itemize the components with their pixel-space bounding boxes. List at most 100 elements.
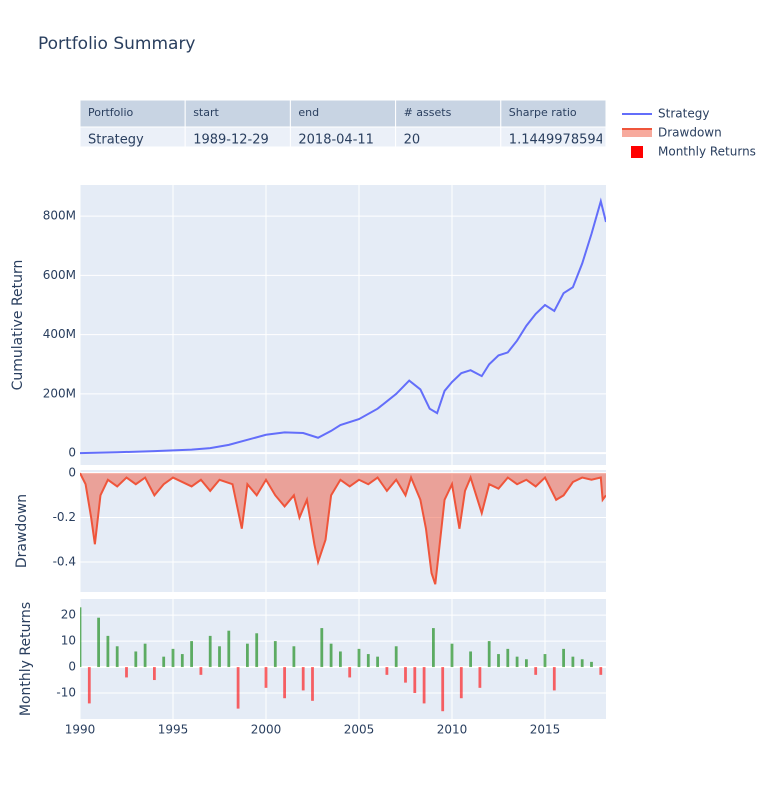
bar [506, 648, 510, 668]
x-tick-label: 2000 [251, 723, 282, 737]
bar [497, 654, 500, 668]
bar [339, 651, 342, 668]
bar [162, 656, 166, 668]
bar [264, 667, 268, 688]
x-tick-label: 2015 [530, 723, 561, 737]
legend-label: Strategy [658, 107, 709, 121]
bar [450, 643, 454, 668]
legend-label: Monthly Returns [658, 145, 756, 159]
y-tick-label: 400M [43, 327, 76, 341]
bar [329, 643, 333, 668]
bar [571, 656, 575, 668]
bar [348, 667, 352, 678]
bar [153, 667, 156, 681]
y-tick-label: 800M [43, 209, 76, 223]
table-header-cell [79, 99, 186, 128]
y-tick-label: 10 [61, 634, 76, 648]
bar [534, 667, 538, 675]
y-tick-label: 0 [68, 466, 76, 480]
x-tick-label: 1995 [158, 723, 189, 737]
bar [394, 646, 398, 668]
x-tick-label: 2005 [344, 723, 375, 737]
bar [320, 628, 324, 668]
bar [469, 651, 472, 668]
plot-area [80, 185, 606, 465]
bar [413, 667, 417, 694]
bar [301, 667, 305, 691]
table-cell-text: 1989-12-29 [193, 133, 269, 148]
table-header-text: # assets [404, 106, 452, 119]
bar [97, 617, 100, 668]
table-cell-text: 1.144997859412 [509, 133, 621, 148]
bar [357, 648, 361, 668]
table-header-text: start [193, 106, 219, 119]
bar [80, 607, 82, 668]
bar [87, 667, 91, 704]
bar [311, 667, 314, 701]
bar [376, 656, 379, 668]
bar [515, 656, 519, 668]
bar [115, 646, 119, 668]
table-header-text: Sharpe ratio [509, 106, 577, 119]
bar [478, 667, 482, 688]
bar [283, 667, 286, 699]
table-cell [500, 126, 607, 148]
line [80, 472, 606, 585]
y-tick-label: 0 [68, 446, 76, 460]
bar [199, 667, 203, 675]
legend-label: Drawdown [658, 126, 722, 140]
chart-title: Portfolio Summary [38, 34, 196, 54]
bar [208, 635, 212, 668]
bar [431, 628, 435, 668]
plot-data [80, 607, 603, 712]
bar [580, 659, 584, 668]
bar [236, 667, 240, 709]
bar [125, 667, 128, 678]
y-axis-title: Cumulative Return [10, 260, 26, 391]
bar [134, 651, 138, 668]
bar [543, 654, 547, 668]
bar [190, 641, 193, 668]
bar [404, 667, 407, 683]
y-tick-label: 0 [68, 660, 76, 674]
y-tick-label: 20 [61, 608, 76, 622]
table-cell-text: 20 [404, 133, 421, 148]
bar [246, 643, 249, 668]
plot-data [80, 472, 606, 585]
bar [273, 641, 277, 668]
area [80, 473, 606, 585]
y-tick-label: -0.4 [53, 555, 76, 569]
legend-icon [631, 146, 643, 158]
legend-icon [622, 129, 652, 137]
bar [218, 646, 221, 668]
y-tick-label: -0.2 [53, 510, 76, 524]
bar [590, 661, 593, 668]
bar [171, 648, 175, 668]
table-header-cell [184, 99, 291, 128]
table-cell-text: 2018-04-11 [298, 133, 374, 148]
bar [562, 648, 565, 668]
bar [385, 667, 389, 675]
bar [487, 641, 491, 668]
bar [143, 643, 147, 668]
x-tick-label: 1990 [65, 723, 96, 737]
bar [366, 654, 370, 668]
bar [255, 633, 259, 668]
y-tick-label: 200M [43, 386, 76, 400]
plot-data [80, 197, 606, 455]
bar [422, 667, 426, 704]
bar [292, 646, 296, 668]
y-axis-title: Monthly Returns [18, 602, 34, 716]
bar [552, 667, 556, 691]
plot-area [80, 470, 606, 592]
bar [106, 635, 110, 668]
table-header-text: Portfolio [88, 106, 134, 119]
table-header-text: end [298, 106, 319, 119]
x-tick-label: 2010 [437, 723, 468, 737]
bar [180, 654, 184, 668]
y-axis-title: Drawdown [14, 494, 30, 568]
y-tick-label: -10 [56, 686, 76, 700]
bar [227, 630, 231, 668]
bar [524, 659, 528, 668]
